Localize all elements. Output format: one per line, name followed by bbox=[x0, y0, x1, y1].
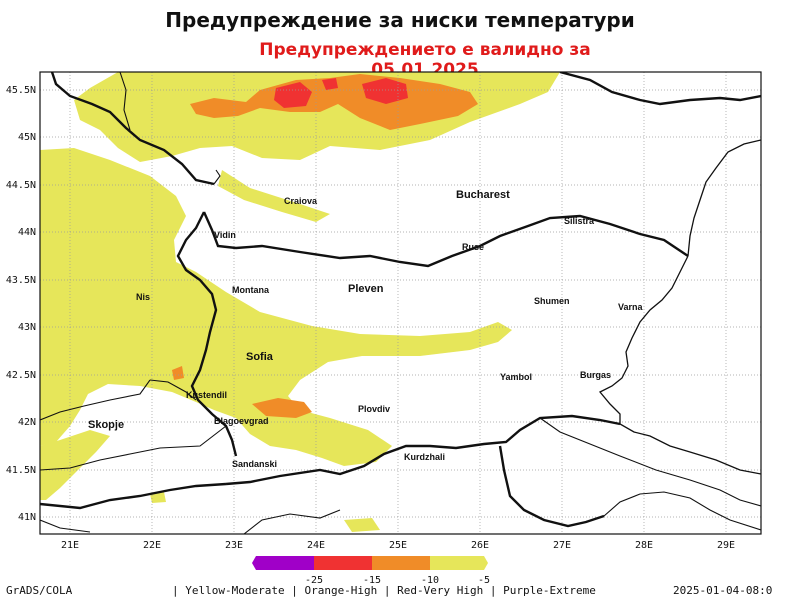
legend-swatch-yellow bbox=[430, 556, 488, 570]
lat-tick: 42N bbox=[18, 417, 36, 428]
moderate-area-small-1 bbox=[96, 226, 110, 242]
city-labels: Craiova Bucharest Vidin Ruse Silistra Ni… bbox=[88, 189, 644, 469]
timestamp-label: 2025-01-04-08:0 bbox=[673, 584, 773, 597]
lat-tick: 41.5N bbox=[6, 465, 36, 476]
city-label: Blagoevgrad bbox=[214, 416, 269, 426]
lat-tick: 41N bbox=[18, 512, 36, 523]
city-label: Plovdiv bbox=[358, 404, 390, 414]
legend-label: -5 bbox=[478, 575, 490, 586]
page-title: Предупреждение за ниски температури bbox=[165, 8, 635, 32]
city-label: Montana bbox=[232, 285, 270, 295]
legend-label: -15 bbox=[363, 575, 381, 586]
city-label: Kurdzhali bbox=[404, 452, 445, 462]
legend-colorbar: -25 -15 -10 -5 bbox=[252, 556, 490, 586]
high-area-south bbox=[252, 398, 312, 418]
lat-tick: 43.5N bbox=[6, 275, 36, 286]
lat-tick: 44N bbox=[18, 227, 36, 238]
city-label: Skopje bbox=[88, 419, 124, 431]
longitude-axis: 21E 22E 23E 24E 25E 26E 27E 28E 29E bbox=[61, 540, 735, 551]
city-label: Burgas bbox=[580, 370, 611, 380]
city-label: Kustendil bbox=[186, 390, 227, 400]
high-area-west bbox=[172, 366, 184, 380]
city-label: Sandanski bbox=[232, 459, 277, 469]
legend-swatch-red bbox=[314, 556, 372, 570]
legend-label: -10 bbox=[421, 575, 439, 586]
lon-tick: 25E bbox=[389, 540, 407, 551]
source-label: GrADS/COLA bbox=[6, 584, 73, 597]
lon-tick: 28E bbox=[635, 540, 653, 551]
city-label: Pleven bbox=[348, 283, 384, 295]
lon-tick: 24E bbox=[307, 540, 325, 551]
lon-tick: 23E bbox=[225, 540, 243, 551]
lon-tick: 26E bbox=[471, 540, 489, 551]
city-label: Ruse bbox=[462, 242, 484, 252]
city-label: Shumen bbox=[534, 296, 570, 306]
legend-label: -25 bbox=[305, 575, 323, 586]
moderate-area-strip bbox=[218, 170, 330, 222]
city-label: Bucharest bbox=[456, 189, 510, 201]
moderate-area-small-2 bbox=[344, 518, 380, 532]
map-frame bbox=[39, 71, 762, 535]
very-high-area-2 bbox=[362, 78, 408, 104]
very-high-area-1 bbox=[274, 82, 312, 108]
lon-tick: 21E bbox=[61, 540, 79, 551]
legend-swatch-purple bbox=[252, 556, 314, 570]
lat-tick: 44.5N bbox=[6, 180, 36, 191]
very-high-area-3 bbox=[322, 78, 338, 90]
warning-areas bbox=[40, 72, 560, 532]
moderate-area-southwest bbox=[40, 430, 110, 500]
city-label: Craiova bbox=[284, 196, 318, 206]
city-label: Varna bbox=[618, 302, 644, 312]
lat-tick: 45N bbox=[18, 132, 36, 143]
lon-tick: 29E bbox=[717, 540, 735, 551]
lat-tick: 42.5N bbox=[6, 370, 36, 381]
city-label: Silistra bbox=[564, 216, 595, 226]
lon-tick: 27E bbox=[553, 540, 571, 551]
lat-tick: 45.5N bbox=[6, 85, 36, 96]
latitude-axis: 45.5N 45N 44.5N 44N 43.5N 43N 42.5N 42N … bbox=[6, 85, 36, 523]
city-label: Sofia bbox=[246, 351, 274, 363]
borders bbox=[40, 72, 761, 534]
city-label: Yambol bbox=[500, 372, 532, 382]
city-label: Nis bbox=[136, 292, 150, 302]
lon-tick: 22E bbox=[143, 540, 161, 551]
moderate-area-west bbox=[40, 148, 512, 466]
lat-tick: 43N bbox=[18, 322, 36, 333]
legend-swatch-orange bbox=[372, 556, 430, 570]
moderate-area-small-3 bbox=[150, 492, 166, 503]
legend-description: | Yellow-Moderate | Orange-High | Red-Ve… bbox=[172, 584, 596, 597]
graticule bbox=[40, 72, 761, 534]
city-label: Vidin bbox=[214, 230, 236, 240]
